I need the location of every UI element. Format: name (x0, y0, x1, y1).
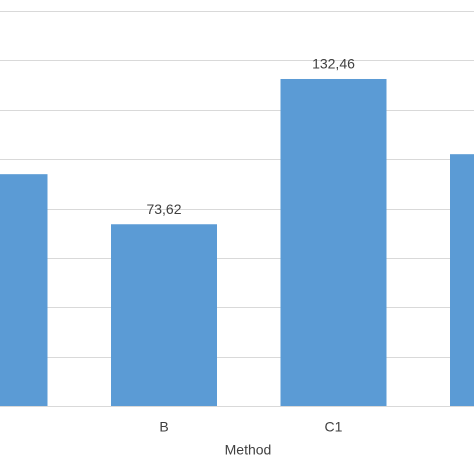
bar (280, 78, 387, 406)
bar (450, 154, 474, 406)
x-tick-label: B (159, 419, 168, 435)
data-label: 132,46 (312, 56, 355, 72)
x-axis-title: Method (225, 442, 272, 458)
bar (111, 224, 217, 406)
bar (0, 174, 48, 406)
x-tick-label: C1 (325, 419, 343, 435)
data-label: 73,62 (146, 201, 181, 217)
